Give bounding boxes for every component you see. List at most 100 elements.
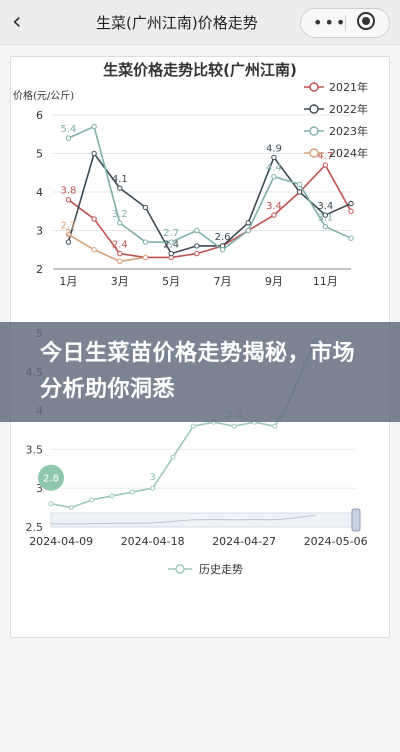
page-title: 生菜(广州江南)价格走势 xyxy=(96,14,258,32)
data-point xyxy=(150,485,156,491)
x-tick-label: 9月 xyxy=(265,275,283,288)
legend-label: 2022年 xyxy=(329,102,368,116)
data-label: 4.7 xyxy=(317,151,333,162)
y-tick-label: 3 xyxy=(36,225,43,238)
series-line-2023年 xyxy=(68,125,352,251)
x-tick-label: 5月 xyxy=(162,275,180,288)
x-tick-label: 2024-04-09 xyxy=(29,535,93,548)
data-point xyxy=(91,247,97,253)
data-point xyxy=(117,250,123,257)
series-line-2021年 xyxy=(67,163,352,259)
data-label: 2.7 xyxy=(163,228,179,239)
data-point xyxy=(194,227,200,234)
data-point xyxy=(89,497,95,503)
data-label: 2.6 xyxy=(215,232,231,243)
data-label: 3.1 xyxy=(317,213,333,224)
data-point xyxy=(65,231,72,238)
data-point xyxy=(65,197,72,203)
data-point xyxy=(322,212,329,218)
price-comparison-chart: 生菜价格走势比较(广州江南) 价格(元/公斤) 2 3 4 5 6 1月 3月 5月 7月 9月 11月… xyxy=(13,61,368,288)
mini-program-capsule: ••• xyxy=(300,8,390,38)
y-axis-label: 价格(元/公斤) xyxy=(13,89,74,102)
data-label: 3.8 xyxy=(60,186,76,197)
data-point xyxy=(322,223,329,230)
x-tick-label: 7月 xyxy=(214,275,232,288)
data-point xyxy=(219,247,226,253)
data-point xyxy=(68,505,74,511)
data-label: 4.9 xyxy=(266,143,282,154)
value-bubble xyxy=(38,464,64,491)
y-tick-label: 5 xyxy=(36,148,43,161)
chevron-left-icon[interactable]: ‹ xyxy=(12,7,22,35)
legend-marker xyxy=(309,148,319,158)
data-point xyxy=(170,454,176,460)
target-icon[interactable] xyxy=(357,12,375,30)
data-point xyxy=(65,239,72,245)
x-tick-label: 2024-05-06 xyxy=(304,535,368,548)
headline-text: 今日生菜苗价格走势揭秘，市场分析助你洞悉 xyxy=(40,341,356,402)
history-trend-chart: 2.533.544.552.833.82024-04-092024-04-182… xyxy=(26,327,368,576)
series-line-2022年 xyxy=(67,151,352,255)
legend-label: 2023年 xyxy=(329,124,368,138)
legend-marker xyxy=(309,126,319,136)
data-label: 3.4 xyxy=(317,201,333,212)
x-tick-label: 1月 xyxy=(59,275,77,288)
data-point xyxy=(91,150,97,157)
more-dots-icon[interactable]: ••• xyxy=(313,13,348,32)
data-point xyxy=(117,220,123,226)
data-point xyxy=(91,216,97,222)
data-point xyxy=(231,423,237,429)
data-point xyxy=(271,212,277,218)
y-tick-label: 4 xyxy=(36,186,43,199)
legend-marker xyxy=(309,82,319,92)
data-point xyxy=(271,154,277,161)
chart-title: 生菜价格走势比较(广州江南) xyxy=(103,61,297,79)
bubble-label: 2.8 xyxy=(43,474,59,485)
series-line-2024年 xyxy=(68,233,146,263)
data-label: 5.4 xyxy=(60,124,76,135)
data-point xyxy=(91,123,97,130)
y-tick-label: 6 xyxy=(36,109,43,122)
data-point xyxy=(168,250,174,257)
data-label: 3.4 xyxy=(266,201,282,212)
data-label: 2 xyxy=(65,228,71,239)
data-point xyxy=(296,189,303,195)
zoom-slider-handle xyxy=(351,508,361,532)
data-label: 2.4 xyxy=(163,240,179,251)
legend-label: 历史走势 xyxy=(199,563,243,576)
data-point xyxy=(348,200,354,207)
y-tick-label: 2 xyxy=(36,263,43,276)
data-point xyxy=(65,135,72,141)
x-tick-label: 11月 xyxy=(313,275,338,288)
legend-marker xyxy=(175,564,185,574)
data-label: 2.7 xyxy=(60,220,76,231)
data-point xyxy=(109,493,115,499)
data-point xyxy=(142,254,149,261)
zoom-slider-preview xyxy=(50,514,316,525)
nav-bar: ‹ 生菜(广州江南)价格走势 ••• xyxy=(0,0,400,45)
data-point xyxy=(142,239,149,245)
data-label: 4.1 xyxy=(112,174,128,185)
data-point xyxy=(190,423,196,429)
data-point xyxy=(271,173,277,180)
y-tick-label: 2.5 xyxy=(26,521,44,534)
data-label: 4.4 xyxy=(266,163,282,174)
data-label: 2.4 xyxy=(112,240,128,251)
legend-label: 2024年 xyxy=(329,146,368,160)
data-point xyxy=(129,489,135,495)
data-point xyxy=(348,235,354,241)
legend-label: 2021年 xyxy=(329,80,368,94)
data-point xyxy=(322,162,329,168)
data-point xyxy=(245,220,251,226)
x-tick-label: 2024-04-18 xyxy=(121,535,185,548)
y-tick-label: 3 xyxy=(36,482,43,495)
capsule-divider xyxy=(345,15,346,31)
data-point xyxy=(272,423,278,429)
data-point xyxy=(296,181,303,188)
data-point xyxy=(194,250,200,257)
data-point xyxy=(194,243,200,249)
data-point xyxy=(168,239,174,245)
data-point xyxy=(348,208,354,214)
data-point xyxy=(48,501,54,507)
x-tick-label: 3月 xyxy=(111,275,129,288)
